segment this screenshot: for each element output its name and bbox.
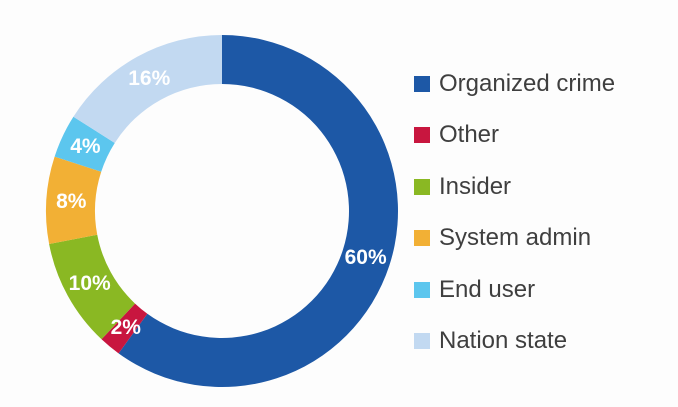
legend-label-end-user: End user — [439, 275, 536, 303]
legend-swatch-nation-state — [414, 333, 430, 350]
legend-swatch-other — [414, 127, 430, 144]
legend-swatch-insider — [414, 178, 430, 195]
legend-swatch-organized-crime — [414, 75, 430, 92]
legend-label-system-admin: System admin — [439, 224, 592, 252]
slice-label-insider: 10% — [69, 272, 111, 295]
donut-slices — [45, 35, 398, 387]
slice-nation-state — [73, 35, 222, 143]
legend-item-nation-state: Nation state — [414, 316, 615, 368]
slice-label-organized-crime: 60% — [345, 246, 387, 269]
slice-label-other: 2% — [111, 316, 142, 339]
legend-swatch-system-admin — [414, 230, 430, 247]
slice-label-end-user: 4% — [70, 135, 101, 158]
legend-swatch-end-user — [414, 281, 430, 298]
slice-system-admin — [45, 156, 102, 244]
slice-other — [101, 303, 148, 354]
legend-label-insider: Insider — [439, 172, 512, 200]
legend-item-other: Other — [414, 110, 615, 162]
slice-insider — [49, 234, 136, 340]
legend-item-system-admin: System admin — [414, 213, 615, 265]
slice-end-user — [54, 116, 115, 172]
slice-label-nation-state: 16% — [128, 67, 170, 90]
legend-item-insider: Insider — [414, 161, 615, 213]
slice-label-system-admin: 8% — [56, 190, 87, 213]
slice-organized-crime — [118, 35, 398, 387]
legend-item-organized-crime: Organized crime — [414, 58, 615, 110]
chart-legend: Organized crime Other Insider System admin E… — [414, 58, 615, 367]
legend-label-nation-state: Nation state — [439, 327, 568, 355]
legend-label-other: Other — [439, 121, 500, 149]
donut-slice-labels: 60% 2%10% 8% 4% 16% — [56, 67, 387, 339]
legend-label-organized-crime: Organized crime — [439, 69, 616, 97]
legend-item-end-user: End user — [414, 264, 615, 316]
